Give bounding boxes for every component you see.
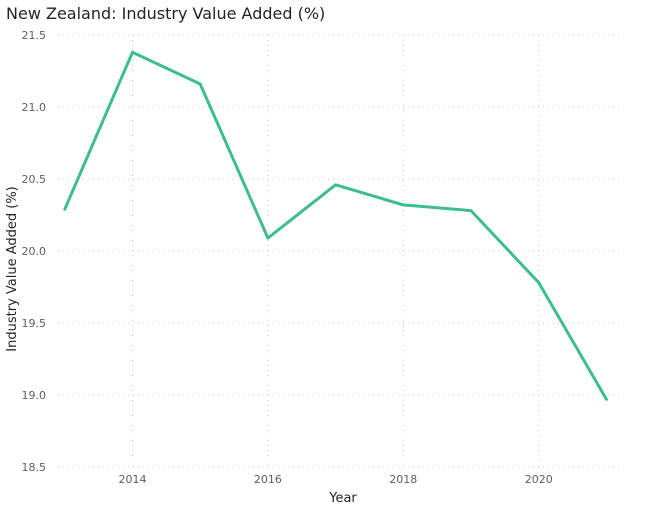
y-tick-label: 20.5 [22,173,47,186]
series-line [63,50,608,401]
y-tick-label: 19.5 [22,317,47,330]
data-point [199,82,202,85]
x-tick-label: 2014 [118,473,146,486]
y-tick-label: 21.5 [22,29,47,42]
data-point [470,209,473,212]
data-point [131,51,134,54]
data-point [63,208,66,211]
y-tick-label: 19.0 [22,389,47,402]
x-axis-title: Year [328,491,357,506]
x-tick-label: 2018 [389,473,417,486]
y-axis-title: Industry Value Added (%) [5,186,20,351]
data-point [266,237,269,240]
data-point [334,183,337,186]
x-tick-label: 2016 [254,473,282,486]
data-point [537,281,540,284]
x-tick-label: 2020 [525,473,553,486]
y-tick-label: 18.5 [22,461,47,474]
y-tick-label: 20.0 [22,245,47,258]
data-point [605,398,608,401]
data-point [402,203,405,206]
chart-title: New Zealand: Industry Value Added (%) [6,4,326,23]
y-tick-label: 21.0 [22,101,47,114]
